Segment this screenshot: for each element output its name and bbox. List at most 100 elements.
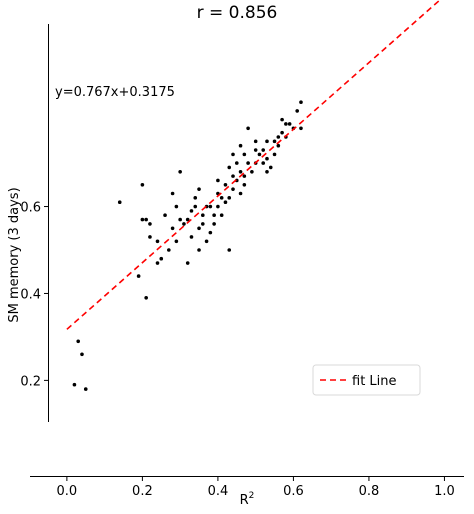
scatter-point: [159, 256, 164, 261]
scatter-point: [212, 213, 216, 218]
y-tick-label: 0.2: [20, 374, 41, 389]
scatter-point: [167, 248, 171, 252]
scatter-point: [227, 248, 232, 252]
scatter-point: [272, 152, 277, 157]
scatter-point: [197, 248, 201, 252]
scatter-point: [163, 213, 167, 218]
scatter-point: [265, 139, 269, 144]
scatter-point: [201, 213, 205, 218]
scatter-point: [185, 261, 190, 265]
y-tick-label: 0.6: [20, 201, 41, 216]
scatter-point: [80, 352, 84, 357]
y-tick-label: 0.4: [20, 287, 41, 302]
legend-box: [312, 364, 421, 396]
scatter-point: [204, 239, 209, 244]
scatter-point: [144, 217, 148, 222]
scatter-point: [178, 217, 182, 222]
scatter-point: [83, 387, 88, 391]
scatter-point: [227, 165, 232, 170]
x-ticks: 0.0 0.2 0.4 0.6 0.8 1.0: [57, 476, 455, 499]
scatter-point: [276, 135, 281, 139]
scatter-point: [144, 296, 148, 300]
scatter-point: [253, 139, 258, 144]
scatter-point: [242, 174, 247, 178]
scatter-point: [216, 178, 220, 183]
legend-label: fit Line: [352, 374, 397, 389]
scatter-point: [227, 196, 232, 200]
scatter-point: [231, 187, 235, 191]
scatter-point: [246, 161, 250, 165]
scatter-point: [238, 143, 243, 148]
scatter-point: [234, 161, 239, 165]
scatter-point: [174, 239, 179, 244]
scatter-point: [189, 235, 194, 239]
scatter-point: [223, 200, 228, 204]
scatter-point: [76, 339, 81, 344]
scatter-point: [265, 169, 269, 174]
scatter-point: [208, 204, 213, 209]
x-tick-label: 1.0: [434, 484, 455, 499]
x-tick-label: 0.0: [57, 484, 78, 499]
scatter-point: [197, 226, 201, 231]
scatter-point: [223, 183, 228, 187]
scatter-point: [242, 152, 247, 157]
x-axis-label-superscript: 2: [249, 491, 255, 501]
fit-line: [66, 0, 442, 330]
scatter-point: [280, 117, 284, 122]
scatter-point: [231, 174, 235, 178]
scatter-point: [238, 169, 243, 174]
scatter-point: [295, 109, 299, 113]
scatter-point: [72, 382, 77, 387]
x-tick-label: 0.2: [132, 484, 153, 499]
scatter-point: [250, 169, 254, 174]
scatter-point: [284, 122, 288, 126]
scatter-point: [212, 222, 216, 226]
x-tick-label: 0.4: [208, 484, 229, 499]
scatter-point: [268, 165, 273, 170]
scatter-point: [140, 217, 145, 222]
scatter-point: [231, 152, 235, 157]
scatter-point: [193, 196, 198, 200]
y-axis-label: SM memory (3 days): [7, 187, 22, 322]
scatter-point: [246, 126, 250, 131]
chart-title: r = 0.856: [197, 3, 278, 23]
x-tick-label: 0.6: [283, 484, 304, 499]
scatter-point: [261, 161, 266, 165]
scatter-point: [155, 239, 160, 244]
scatter-point: [276, 143, 281, 148]
scatter-point: [193, 204, 198, 209]
scatter-point: [174, 204, 179, 209]
x-axis-label: R2: [240, 491, 255, 508]
scatter-point: [136, 274, 141, 278]
scatter-point: [140, 183, 145, 187]
scatter-point: [287, 122, 292, 126]
scatter-point: [182, 222, 186, 226]
scatter-point: [189, 209, 194, 213]
scatter-point: [272, 139, 277, 144]
scatter-point: [148, 235, 152, 239]
scatter-point: [155, 261, 160, 265]
scatter-point: [299, 126, 303, 131]
scatter-point: [117, 200, 122, 204]
scatter-point: [280, 130, 284, 135]
scatter-point: [265, 156, 269, 161]
legend: fit Line: [312, 364, 421, 396]
scatter-point: [257, 152, 262, 157]
scatter-point: [185, 217, 190, 222]
scatter-point: [238, 191, 243, 196]
scatter-points: [72, 100, 303, 391]
scatter-point: [197, 187, 201, 191]
fit-equation-annotation: y=0.767x+0.3175: [55, 85, 175, 100]
scatter-point: [148, 222, 152, 226]
scatter-point: [170, 191, 175, 196]
scatter-point: [216, 204, 220, 209]
scatter-point: [219, 196, 224, 200]
scatter-point: [208, 230, 213, 235]
scatter-point: [178, 169, 182, 174]
scatter-point: [253, 148, 258, 152]
scatter-point: [201, 222, 205, 226]
scatter-point: [170, 226, 175, 231]
scatter-point: [261, 148, 266, 152]
scatter-point: [219, 213, 224, 218]
